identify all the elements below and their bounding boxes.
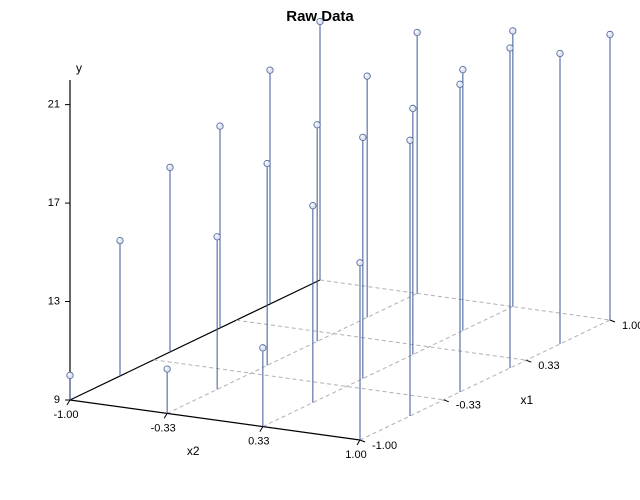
chart-svg: 9 13 17 21 y -1.00 -0.33 0.33 1.00 x2 -1.00 -0.33 0.…: [0, 0, 640, 500]
svg-text:-0.33: -0.33: [456, 400, 481, 412]
chart-3d-scatter: Raw Data 9131721y-1.00-0.330.331.00x2-1.…: [0, 0, 640, 500]
svg-text:9: 9: [54, 394, 60, 406]
svg-text:0.33: 0.33: [538, 360, 559, 372]
svg-text:1.00: 1.00: [345, 449, 366, 461]
svg-text:x2: x2: [187, 444, 200, 458]
svg-text:-1.00: -1.00: [53, 409, 78, 421]
svg-text:y: y: [76, 61, 82, 75]
svg-text:x1: x1: [521, 393, 534, 407]
svg-text:13: 13: [48, 295, 60, 307]
svg-text:-1.00: -1.00: [372, 440, 397, 452]
svg-text:0.33: 0.33: [248, 436, 269, 448]
svg-text:17: 17: [48, 197, 60, 209]
svg-text:21: 21: [48, 99, 60, 111]
svg-text:1.00: 1.00: [622, 320, 640, 332]
svg-text:-0.33: -0.33: [151, 422, 176, 434]
